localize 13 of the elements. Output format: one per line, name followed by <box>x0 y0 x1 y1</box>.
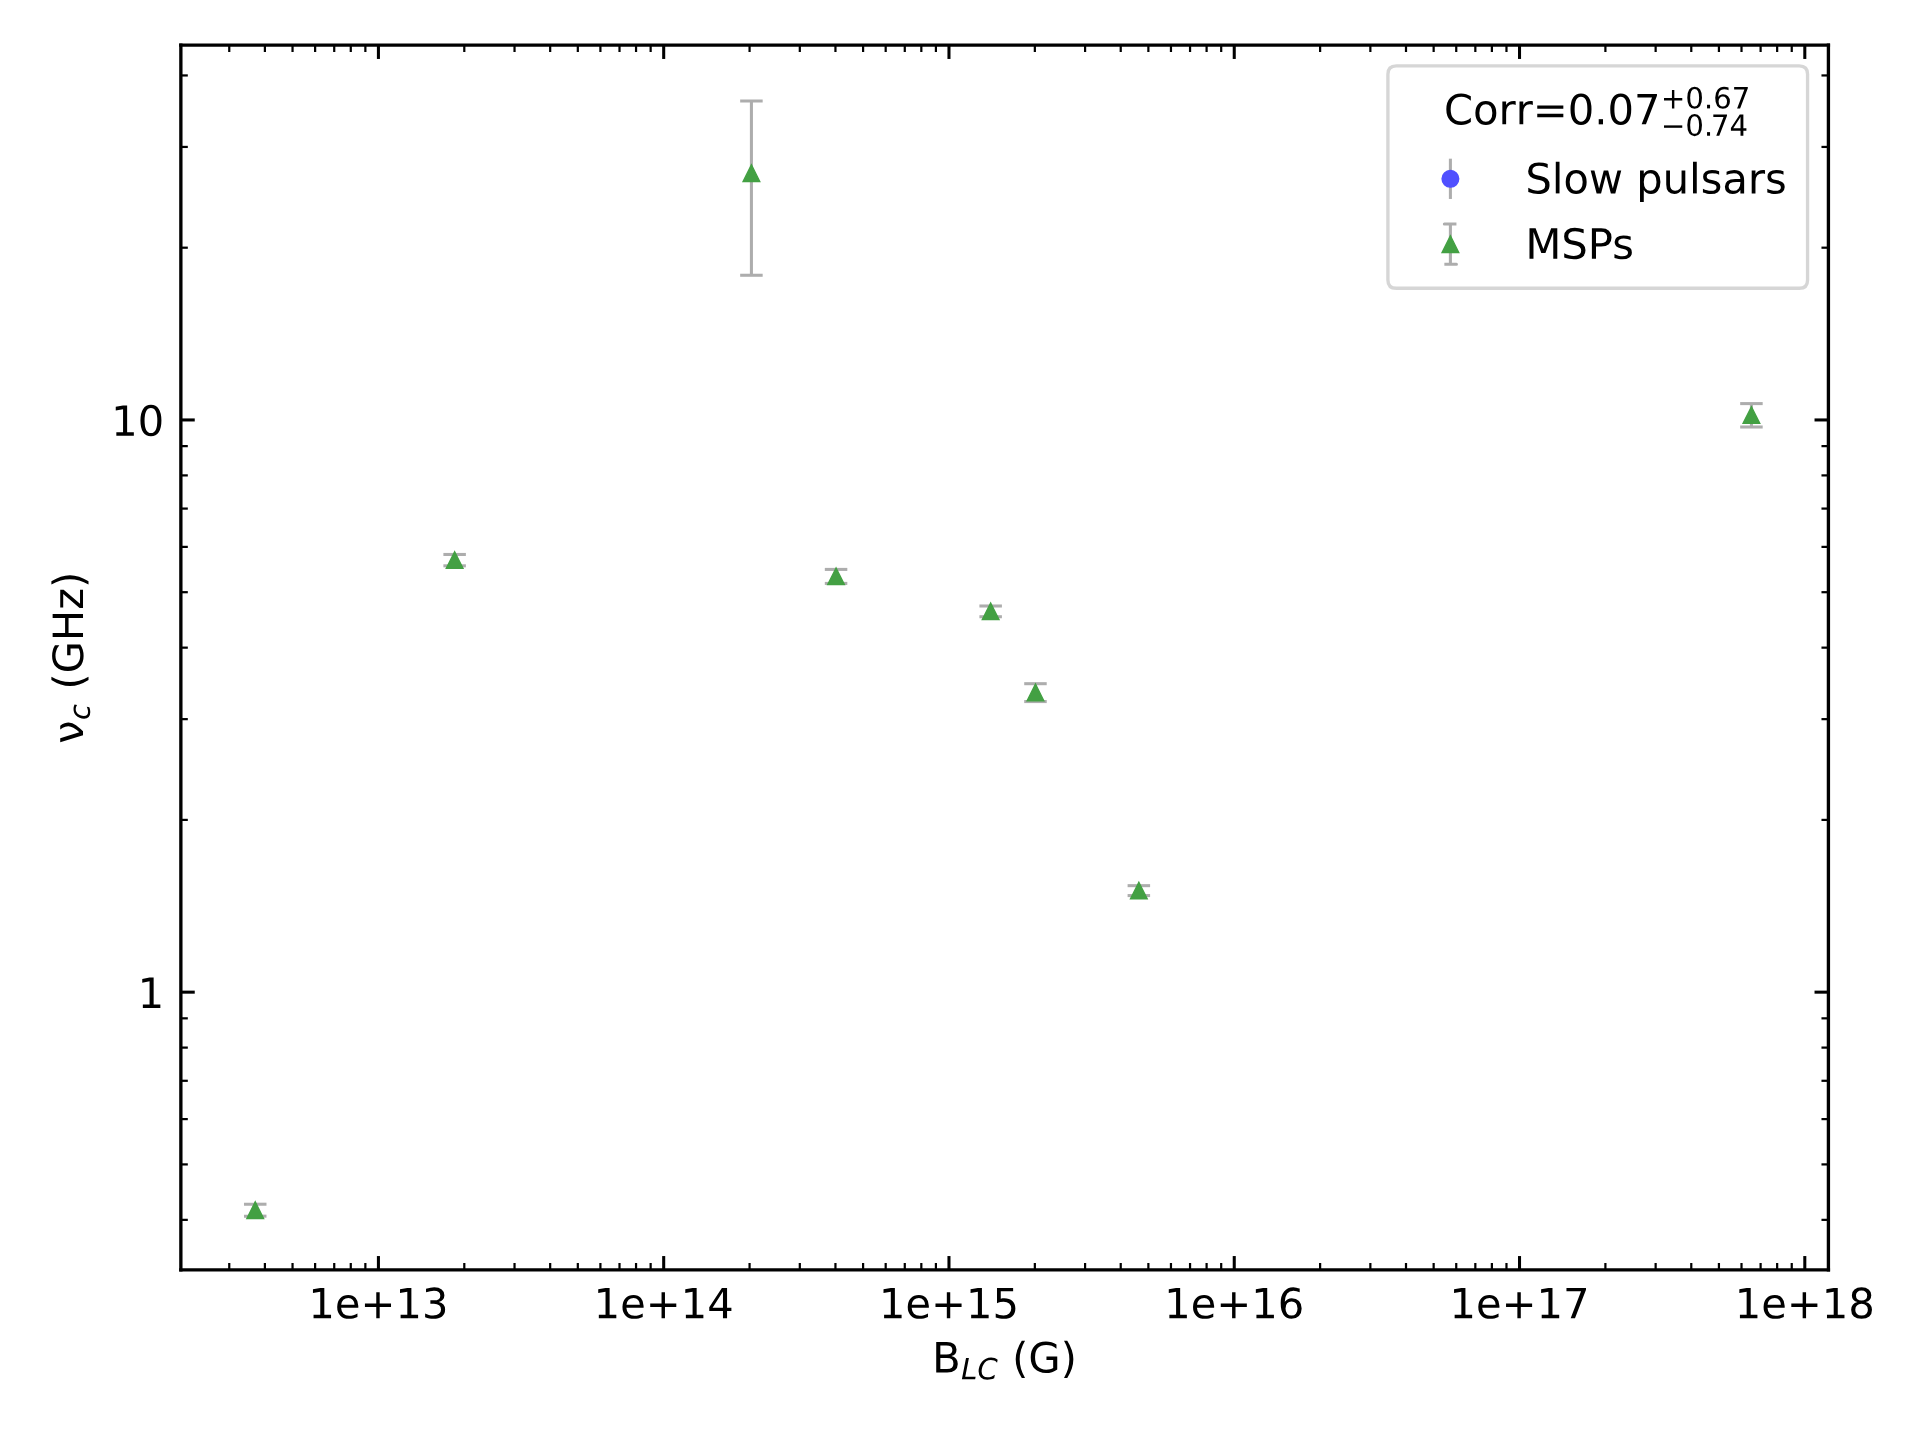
x-tick-label: 1e+13 <box>312 1287 446 1319</box>
legend-label: Slow pulsars <box>1528 161 1785 203</box>
y-axis-title: ν$_{c}$ (GHz) <box>51 575 91 743</box>
legend-title: Corr=0.07$^{+0.67}$$_{−0.74}$ <box>1446 86 1748 137</box>
x-tick-label: 1e+16 <box>1168 1287 1302 1319</box>
y-tick-label: 10 <box>115 404 162 437</box>
legend-label: MSPs <box>1529 227 1632 260</box>
x-axis-title: B$_{LC}$ (G) <box>936 1340 1074 1380</box>
x-tick-label: 1e+17 <box>1454 1287 1586 1319</box>
x-tick-label: 1e+18 <box>1739 1287 1872 1319</box>
x-tick-label: 1e+14 <box>598 1287 732 1319</box>
x-tick-label: 1e+15 <box>883 1287 1016 1319</box>
y-tick-label: 1 <box>142 977 161 1008</box>
